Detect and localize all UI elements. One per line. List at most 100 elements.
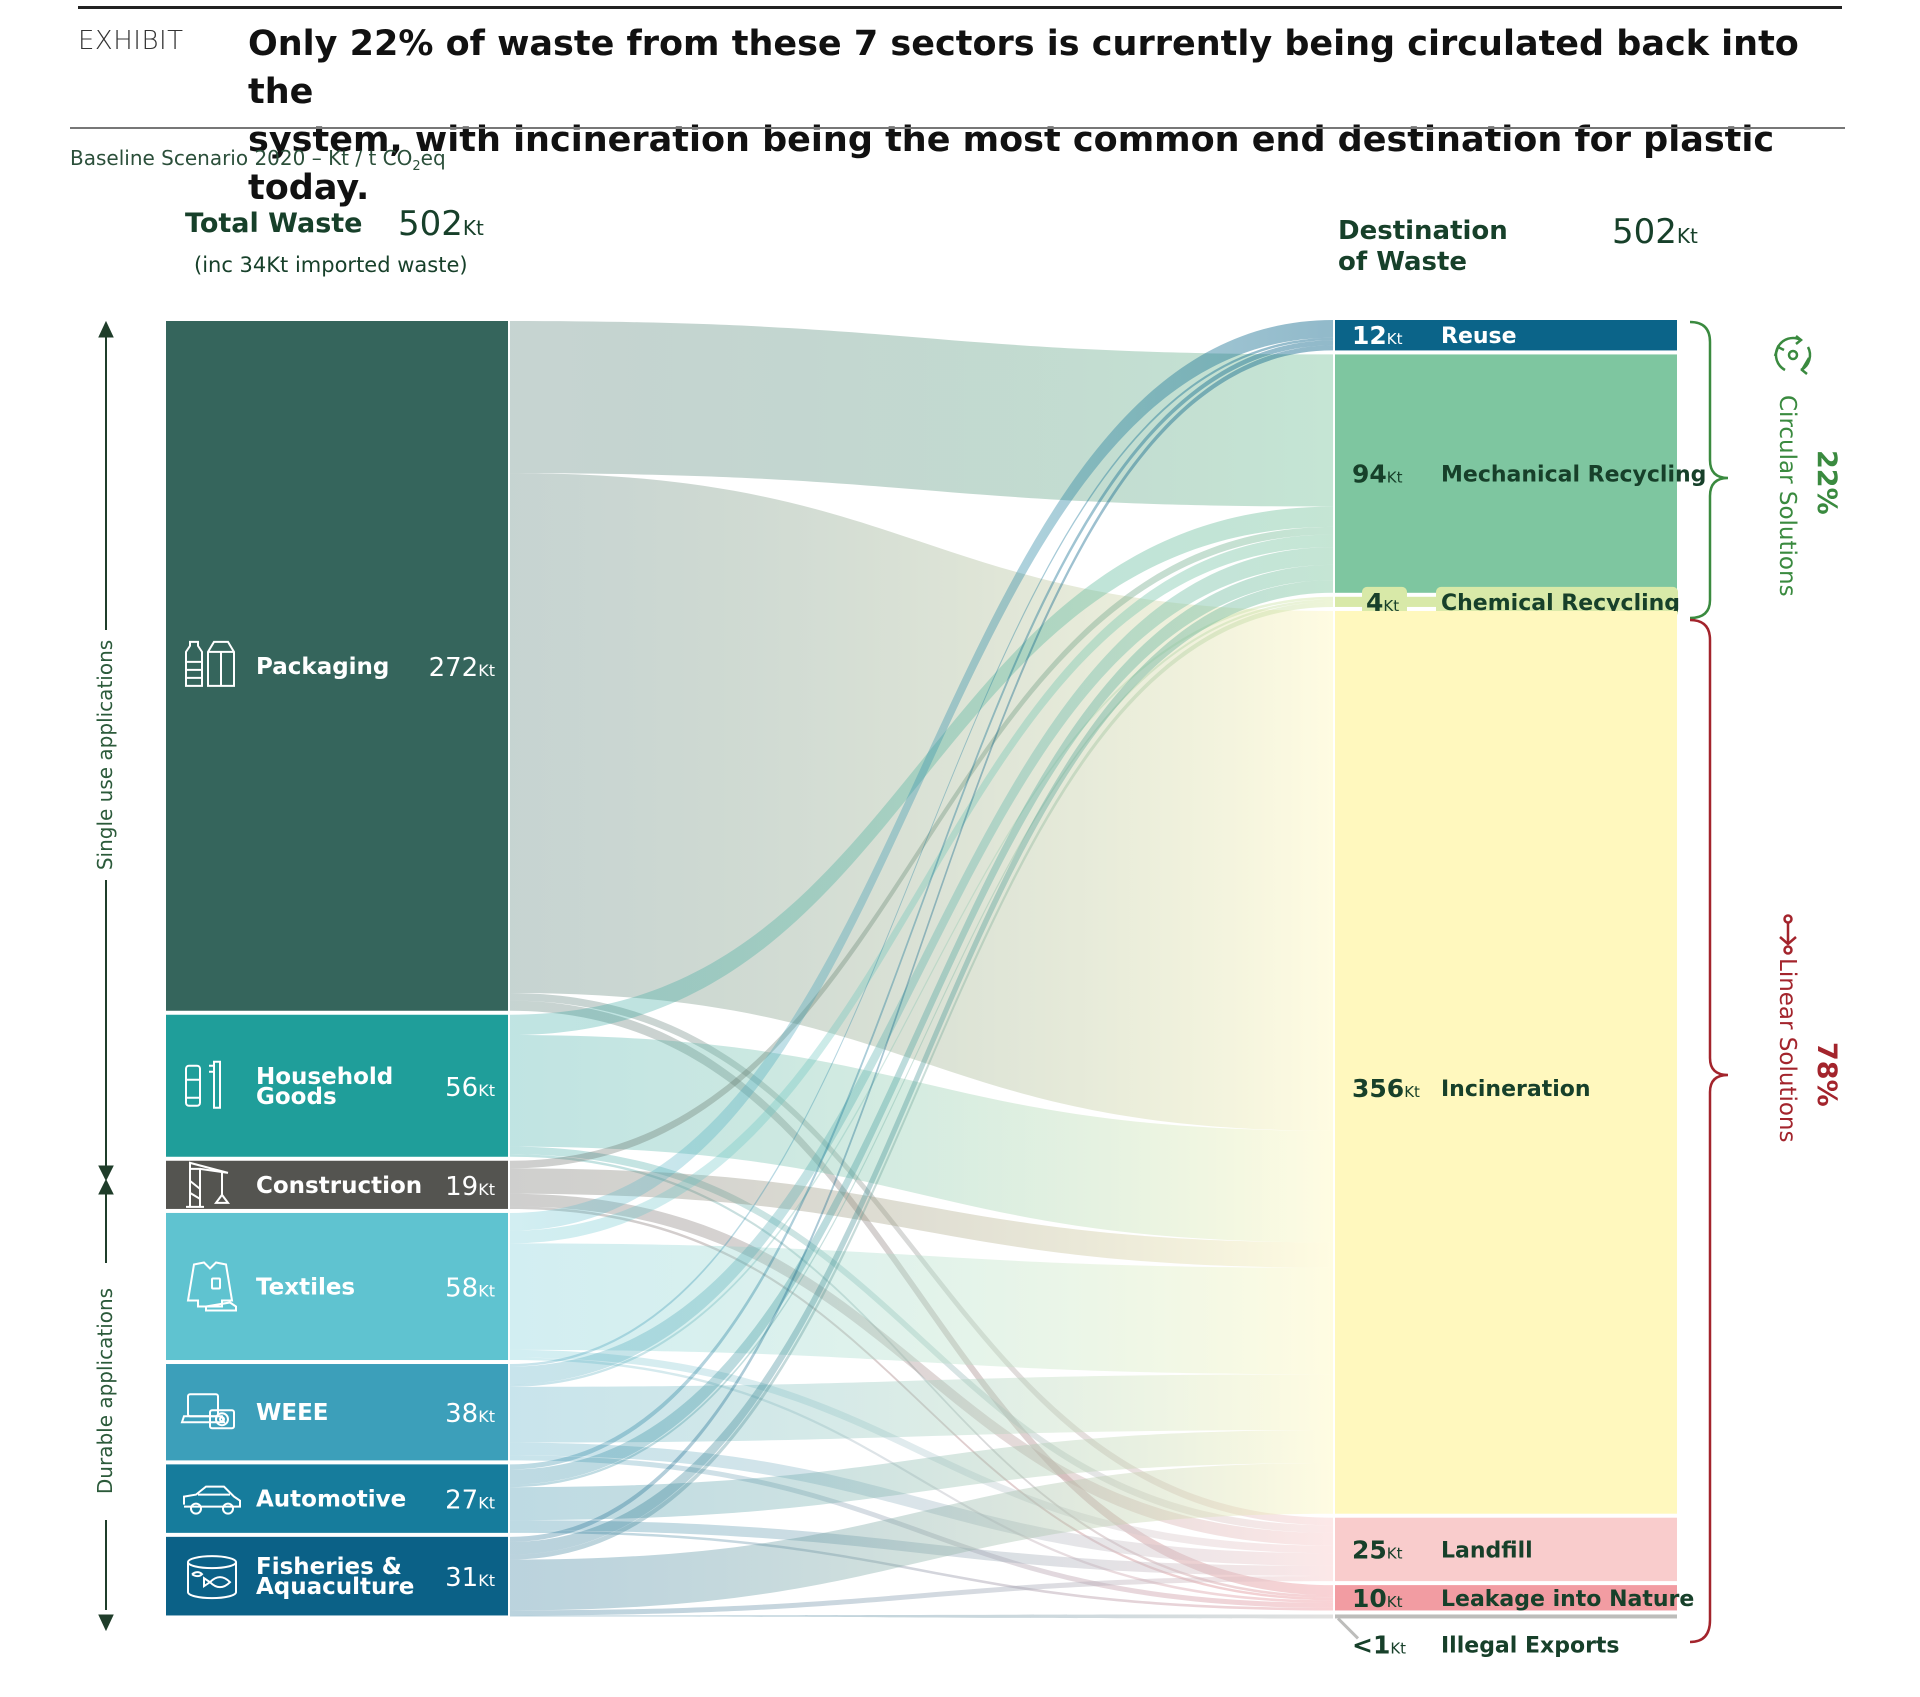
flow-textiles-to-landfill [510,1349,1333,1554]
flow-automotive-to-mech [510,564,1333,1485]
packaging-bottle-carton-icon [185,640,235,687]
left-axis [98,320,114,1632]
top-rule [78,6,1842,9]
chem-value-badge [1362,586,1407,617]
source-label-household: Goods [256,1084,337,1110]
circular-bracket [1689,320,1729,620]
source-node-textiles[interactable]: Textiles 58Kt [166,1212,508,1361]
flows-layer [510,320,1333,1619]
destination-value-reuse: 12Kt [1352,321,1403,350]
flow-fisheries-to-mech [510,580,1333,1555]
flow-fisheries-to-illegal [510,1614,1333,1619]
total-waste-unit: Kt [462,216,484,240]
recycle-cycle-icon [1773,335,1812,375]
source-value-weee: 38Kt [445,1399,495,1429]
destination-node-reuse[interactable]: 12Kt Reuse [1335,320,1677,351]
destination-node-leakage[interactable]: 10Kt Leakage into Nature [1335,1584,1694,1613]
source-label-packaging: Packaging [256,654,389,680]
flow-construction-to-incin [510,1168,1333,1268]
subtitle-main: Baseline Scenario 2020 – Kt / t CO [70,146,413,170]
flow-textiles-to-incin [510,1243,1333,1375]
circular-percent: 22% [1811,450,1842,515]
flow-construction-to-landfill [510,1193,1333,1546]
flow-fisheries-to-reuse [510,345,1333,1542]
destination-bar-leakage [1335,1585,1677,1611]
source-node-automotive[interactable]: Automotive 27Kt [166,1464,508,1533]
source-node-fisheries[interactable]: Fisheries &Aquaculture 31Kt [166,1536,508,1616]
chem-label-badge [1436,586,1678,617]
destination-label-incin: Incineration [1441,1077,1591,1102]
source-node-construction[interactable]: Construction 19Kt [166,1160,508,1209]
linear-arrow-icon [1779,914,1797,955]
source-bar-weee [166,1364,508,1461]
construction-crane-icon [186,1161,230,1208]
source-value-construction: 19Kt [445,1172,495,1202]
flow-automotive-to-reuse [510,340,1333,1470]
flow-weee-to-chem [510,596,1333,1387]
total-waste-note: (inc 34Kt imported waste) [194,253,468,277]
destination-node-mech[interactable]: 94Kt Mechanical Recycling [1335,354,1706,593]
flow-textiles-to-reuse [510,320,1333,1231]
destination-label-leakage: Leakage into Nature [1441,1587,1694,1612]
flow-automotive-to-chem [510,599,1333,1488]
destination-header: Destination of Waste [1338,216,1508,278]
linear-percent: 78% [1811,1042,1842,1107]
title-line-2: system, with incineration being the most… [248,120,1775,208]
source-node-weee[interactable]: WEEE 38Kt [166,1364,508,1461]
total-waste-value: 502Kt [398,204,484,244]
title-line-1: Only 22% of waste from these 7 sectors i… [248,24,1799,112]
destination-label-landfill: Landfill [1441,1538,1533,1563]
flow-automotive-to-leakage [510,1530,1333,1611]
source-bar-packaging [166,321,508,1011]
source-value-packaging: 272Kt [429,653,495,683]
destination-title-line-1: Destination [1338,216,1508,246]
weee-laptop-camera-icon [180,1393,235,1430]
source-node-packaging[interactable]: Packaging 272Kt [166,321,508,1011]
destination-label-mech: Mechanical Recycling [1441,463,1706,488]
destination-unit: Kt [1676,224,1698,248]
destination-node-landfill[interactable]: 25Kt Landfill [1335,1517,1677,1582]
linear-label: Linear Solutions [1774,958,1800,1142]
flow-weee-to-reuse [510,337,1333,1367]
source-value-household: 56Kt [445,1073,495,1103]
destination-node-incin[interactable]: 356Kt Incineration [1335,610,1677,1514]
destination-node-illegal[interactable]: <1Kt Illegal Exports [1335,1614,1677,1659]
subtitle-end: eq [420,146,446,170]
arrow-down-icon [98,1165,114,1182]
destination-bar-mech [1335,354,1677,593]
source-value-textiles: 58Kt [445,1273,495,1303]
circular-label: Circular Solutions [1774,395,1800,597]
subtitle: Baseline Scenario 2020 – Kt / t CO2eq [70,146,446,174]
total-waste-number: 502 [398,204,463,244]
destination-value-illegal: <1Kt [1352,1630,1406,1659]
source-value-fisheries: 31Kt [445,1563,495,1593]
destination-label-reuse: Reuse [1441,324,1517,349]
linear-bracket [1689,618,1729,1644]
flow-fisheries-to-incin [510,1462,1333,1611]
destination-bar-reuse [1335,320,1677,351]
destination-value-leakage: 10Kt [1352,1584,1403,1613]
flow-automotive-to-incin [510,1430,1333,1521]
source-label-fisheries: Aquaculture [256,1574,414,1600]
fisheries-fish-tank-icon [187,1555,237,1600]
illegal-exports-leader [1336,1617,1360,1640]
source-label-weee: WEEE [256,1400,329,1426]
destination-value-chem: 4Kt [1366,588,1399,617]
destination-bar-illegal [1335,1614,1677,1619]
source-label-textiles: Textiles [256,1274,355,1300]
source-bar-household [166,1014,508,1157]
source-label-construction: Construction [256,1173,422,1199]
total-waste-header: Total Waste [185,208,363,239]
arrow-up-icon [98,320,114,338]
destination-bar-incin [1335,610,1677,1514]
destination-number: 502 [1612,212,1677,252]
flow-construction-to-mech [510,526,1333,1169]
source-bar-automotive [166,1464,508,1533]
household-bottle-toothbrush-icon [185,1060,221,1109]
destination-value-landfill: 25Kt [1352,1535,1403,1564]
source-label-household: Household [256,1064,393,1090]
